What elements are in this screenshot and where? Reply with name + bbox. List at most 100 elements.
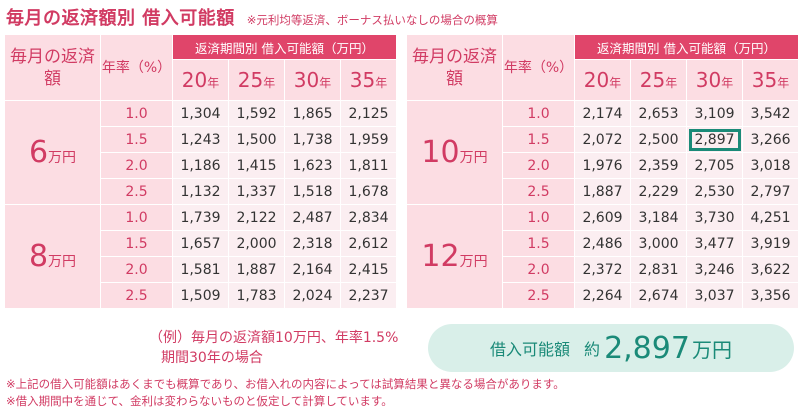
rate-cell: 2.0 <box>100 256 173 283</box>
value-cell: 1,783 <box>228 282 285 309</box>
value-cell: 1,865 <box>284 100 341 127</box>
result-unit: 万円 <box>691 337 732 362</box>
value-cell: 2,318 <box>284 230 341 257</box>
page-title: 毎月の返済額別 借入可能額 <box>6 8 235 29</box>
table-row: 1.5 1,243 1,500 1,738 1,959 <box>5 126 398 153</box>
year-header-row: 20年 25年 30年 35年 <box>5 59 398 101</box>
monthly-payment-header: 毎月の返済額 <box>406 34 503 101</box>
year-number: 25 <box>237 68 264 92</box>
value-cell: 2,609 <box>574 204 631 231</box>
year-unit: 年 <box>207 76 220 90</box>
footnote: ※上記の借入可能額はあくまでも概算であり、お借入れの内容によっては試算結果と異な… <box>6 377 565 391</box>
result-prefix: 約 <box>584 340 601 359</box>
year-number: 20 <box>583 68 610 92</box>
value-cell: 2,415 <box>339 256 398 283</box>
table-row: 2.0 1,186 1,415 1,623 1,811 <box>5 152 398 179</box>
title-note: ※元利均等返済、ボーナス払いなしの場合の概算 <box>246 13 498 27</box>
result-label: 借入可能額 <box>490 340 571 359</box>
value-cell: 4,251 <box>741 204 800 231</box>
value-cell: 1,739 <box>172 204 229 231</box>
value-cell: 2,705 <box>686 152 743 179</box>
payment-unit: 万円 <box>459 254 488 270</box>
value-cell: 3,919 <box>741 230 800 257</box>
value-cell: 3,109 <box>686 100 743 127</box>
payment-unit: 万円 <box>48 150 77 166</box>
year-header: 35年 <box>741 59 800 101</box>
value-cell: 2,653 <box>630 100 687 127</box>
value-cell: 1,657 <box>172 230 229 257</box>
value-cell: 2,174 <box>574 100 631 127</box>
table-row: 1.5 2,072 2,500 2,897 3,266 <box>407 126 800 153</box>
year-unit: 年 <box>263 76 276 90</box>
year-unit: 年 <box>375 76 388 90</box>
year-unit: 年 <box>665 76 678 90</box>
value-cell: 1,186 <box>172 152 229 179</box>
footnotes: ※上記の借入可能額はあくまでも概算であり、お借入れの内容によっては試算結果と異な… <box>6 376 565 410</box>
rate-cell: 2.0 <box>502 256 575 283</box>
payment-amount: 10 <box>421 135 460 170</box>
footnote: ※借入期間中を通じて、金利は変わらないものと仮定して計算しています。 <box>6 394 393 408</box>
year-unit: 年 <box>319 76 332 90</box>
rate-cell: 2.5 <box>100 178 173 205</box>
table-row: 12万円 1.0 2,609 3,184 3,730 4,251 <box>406 204 800 309</box>
table-row: 2.0 1,581 1,887 2,164 2,415 <box>5 256 398 283</box>
year-number: 35 <box>751 68 778 92</box>
rate-cell: 2.5 <box>100 282 173 309</box>
year-number: 25 <box>639 68 666 92</box>
rate-cell: 2.5 <box>502 282 575 309</box>
value-cell: 1,518 <box>284 178 341 205</box>
year-number: 30 <box>695 68 722 92</box>
payment-group-label: 6万円 <box>4 100 101 205</box>
value-cell: 2,122 <box>228 204 285 231</box>
table-body: 10万円 1.0 2,174 2,653 3,109 3,542 1.5 2,072 2,500… <box>406 100 800 309</box>
value-cell: 2,831 <box>630 256 687 283</box>
value-cell: 1,304 <box>172 100 229 127</box>
example-line-1: （例）毎月の返済額10万円、年率1.5% <box>149 330 399 346</box>
highlighted-value-cell: 2,897 <box>686 126 743 153</box>
rate-cell: 1.5 <box>502 230 575 257</box>
value-cell: 2,674 <box>630 282 687 309</box>
monthly-payment-header: 毎月の返済額 <box>4 34 101 101</box>
rate-cell: 2.5 <box>502 178 575 205</box>
value-cell: 3,184 <box>630 204 687 231</box>
year-header: 20年 <box>574 59 631 101</box>
year-header: 30年 <box>284 59 341 101</box>
value-cell: 2,024 <box>284 282 341 309</box>
example-line-2: 期間30年の場合 <box>161 350 263 366</box>
value-cell: 2,125 <box>339 100 398 127</box>
table-row: 6万円 1.0 1,304 1,592 1,865 2,125 <box>4 100 398 205</box>
value-cell: 1,581 <box>172 256 229 283</box>
year-header: 20年 <box>172 59 229 101</box>
table-row: 2.5 2,264 2,674 3,037 3,356 <box>407 282 800 309</box>
table-row: 2.0 1,976 2,359 2,705 3,018 <box>407 152 800 179</box>
payment-group-label: 12万円 <box>406 204 503 309</box>
loan-table-left: 毎月の返済額 年率（%） 返済期間別 借入可能額（万円） 20年 25年 30年… <box>4 34 398 309</box>
rate-cell: 1.0 <box>502 204 575 231</box>
value-cell: 3,037 <box>686 282 743 309</box>
year-number: 35 <box>349 68 376 92</box>
value-cell: 1,500 <box>228 126 285 153</box>
rate-cell: 1.5 <box>502 126 575 153</box>
value-cell: 1,738 <box>284 126 341 153</box>
value-cell: 2,072 <box>574 126 631 153</box>
payment-unit: 万円 <box>459 150 488 166</box>
table-row: 2.5 1,509 1,783 2,024 2,237 <box>5 282 398 309</box>
table-body: 6万円 1.0 1,304 1,592 1,865 2,125 1.5 1,243 1,500 1… <box>4 100 398 309</box>
rate-cell: 1.5 <box>100 230 173 257</box>
result-value: 2,897 <box>604 330 690 366</box>
value-cell: 1,959 <box>339 126 398 153</box>
value-cell: 1,243 <box>172 126 229 153</box>
period-header: 返済期間別 借入可能額（万円） <box>171 34 398 60</box>
value-cell: 1,887 <box>228 256 285 283</box>
value-cell: 2,164 <box>284 256 341 283</box>
value-cell: 1,415 <box>228 152 285 179</box>
value-cell: 2,487 <box>284 204 341 231</box>
rate-cell: 2.0 <box>502 152 575 179</box>
payment-amount: 8 <box>28 239 49 274</box>
value-cell: 3,730 <box>686 204 743 231</box>
value-cell: 2,612 <box>339 230 398 257</box>
value-cell: 3,477 <box>686 230 743 257</box>
value-cell: 1,592 <box>228 100 285 127</box>
period-header: 返済期間別 借入可能額（万円） <box>573 34 800 60</box>
year-unit: 年 <box>609 76 622 90</box>
